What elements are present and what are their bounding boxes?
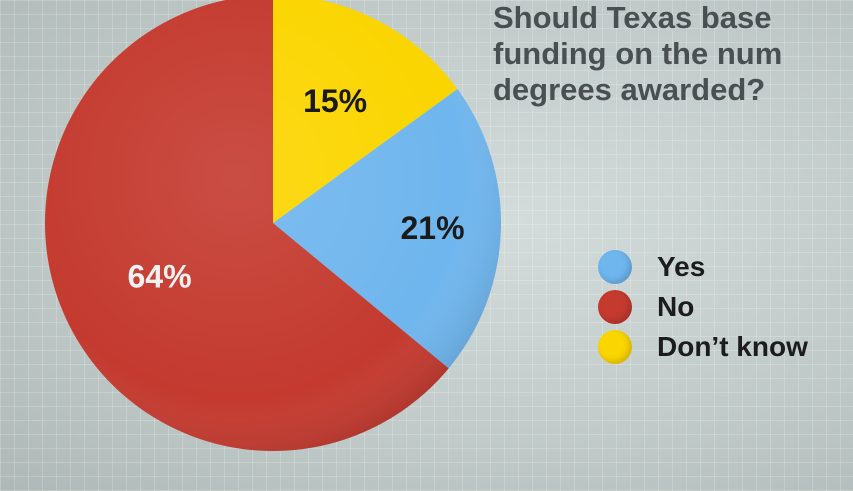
chart-title-line-2: funding on the num	[493, 36, 783, 71]
pie-slice-label-yes: 21%	[400, 210, 464, 246]
legend-item-no: No	[598, 287, 808, 327]
pie-slice-label-no: 64%	[128, 258, 192, 294]
chart-title-line-1: Should Texas base	[493, 0, 772, 35]
pie-slice-labels: 21% 64% 15%	[128, 83, 465, 294]
legend-label-dont-know: Don’t know	[657, 331, 808, 362]
legend-swatch-yes	[598, 250, 632, 284]
chart-title-line-3: degrees awarded?	[493, 72, 766, 107]
pie-slice-label-don-t-know: 15%	[303, 83, 367, 119]
chart-title: Should Texas base funding on the num deg…	[493, 0, 853, 108]
legend-label-yes: Yes	[657, 251, 706, 282]
legend: Yes No Don’t know	[598, 247, 808, 367]
legend-swatch-no	[598, 290, 632, 324]
legend-item-dont-know: Don’t know	[598, 327, 808, 367]
legend-label-no: No	[657, 291, 695, 322]
legend-swatch-dont-know	[598, 330, 632, 364]
legend-item-yes: Yes	[598, 247, 808, 287]
